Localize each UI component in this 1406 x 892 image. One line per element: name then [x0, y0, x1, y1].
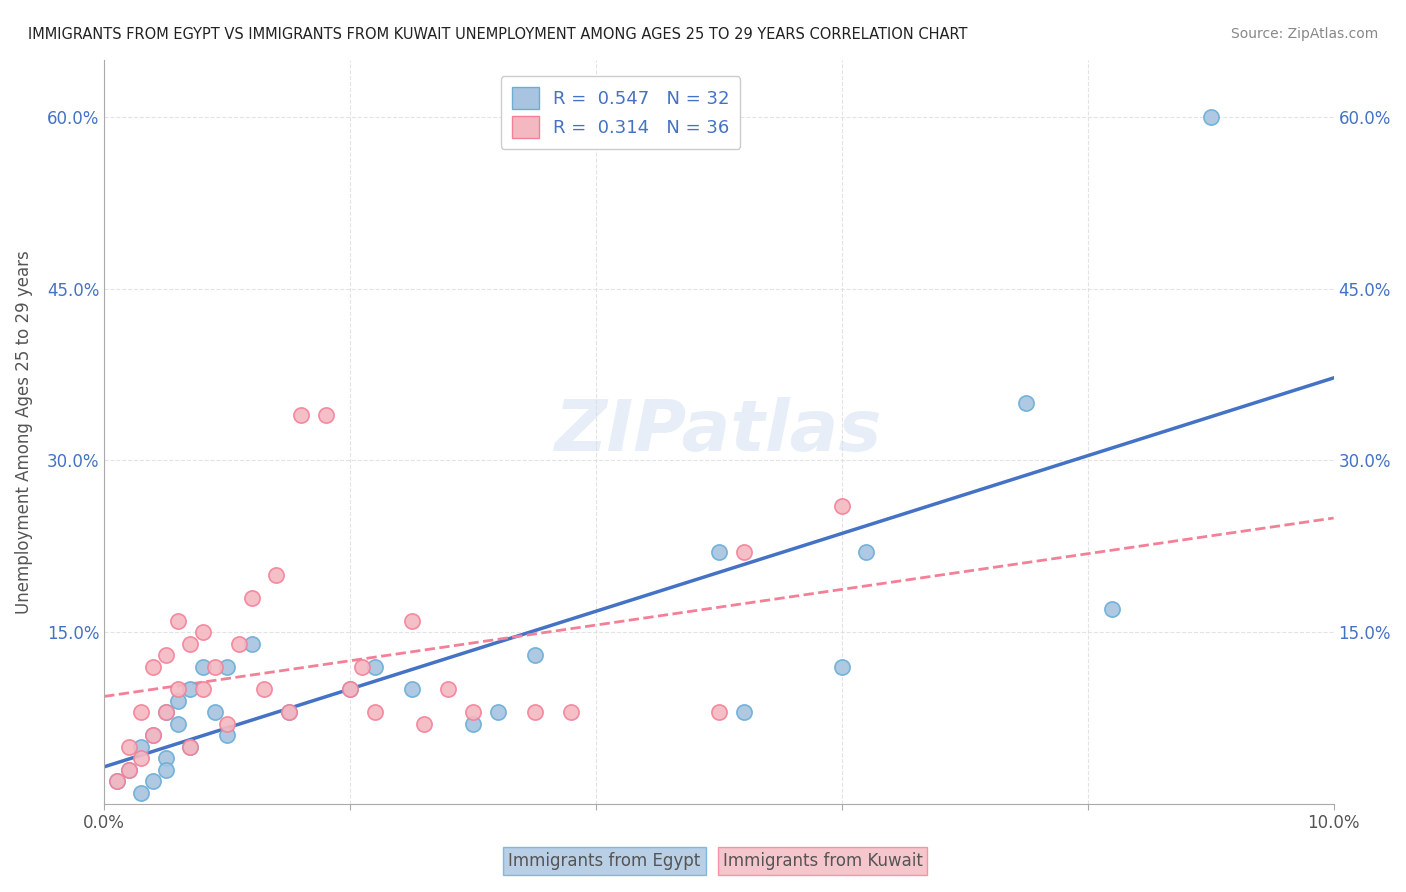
Point [831, 659, 853, 673]
Point [290, 408, 312, 422]
Point [228, 637, 250, 651]
Point [105, 774, 128, 789]
Y-axis label: Unemployment Among Ages 25 to 29 years: Unemployment Among Ages 25 to 29 years [15, 250, 32, 614]
Point [179, 682, 201, 697]
Point [240, 637, 263, 651]
Point [105, 774, 128, 789]
Point [1015, 396, 1038, 410]
Point [486, 706, 509, 720]
Point [240, 591, 263, 605]
Point [733, 545, 755, 559]
Text: Source: ZipAtlas.com: Source: ZipAtlas.com [1230, 27, 1378, 41]
Point [412, 716, 434, 731]
Point [167, 716, 190, 731]
Point [437, 682, 460, 697]
Text: IMMIGRANTS FROM EGYPT VS IMMIGRANTS FROM KUWAIT UNEMPLOYMENT AMONG AGES 25 TO 29: IMMIGRANTS FROM EGYPT VS IMMIGRANTS FROM… [28, 27, 967, 42]
Point [179, 739, 201, 754]
Point [129, 751, 152, 765]
Point [523, 706, 546, 720]
Point [155, 648, 177, 662]
Point [179, 637, 201, 651]
Point [364, 659, 387, 673]
Point [217, 728, 239, 742]
Point [401, 682, 423, 697]
Point [523, 648, 546, 662]
Point [129, 785, 152, 799]
Point [129, 739, 152, 754]
Point [142, 728, 165, 742]
Point [266, 568, 288, 582]
Point [217, 659, 239, 673]
Point [129, 706, 152, 720]
Point [339, 682, 361, 697]
Point [461, 706, 484, 720]
Point [364, 706, 387, 720]
Point [167, 694, 190, 708]
Point [277, 706, 299, 720]
Point [191, 659, 214, 673]
Point [1101, 602, 1123, 616]
Point [155, 706, 177, 720]
Point [339, 682, 361, 697]
Point [142, 728, 165, 742]
Point [118, 739, 141, 754]
Point [155, 706, 177, 720]
Point [118, 763, 141, 777]
Point [707, 545, 730, 559]
Point [277, 706, 299, 720]
Point [707, 706, 730, 720]
Point [855, 545, 877, 559]
Point [191, 625, 214, 640]
Text: Immigrants from Kuwait: Immigrants from Kuwait [723, 852, 922, 870]
Text: Immigrants from Egypt: Immigrants from Egypt [509, 852, 700, 870]
Point [204, 706, 226, 720]
Point [315, 408, 337, 422]
Point [118, 763, 141, 777]
Point [1199, 110, 1222, 124]
Point [191, 682, 214, 697]
Text: ZIPatlas: ZIPatlas [555, 397, 883, 467]
Point [179, 739, 201, 754]
Point [155, 763, 177, 777]
Point [733, 706, 755, 720]
Point [560, 706, 582, 720]
Point [167, 614, 190, 628]
Legend: R =  0.547   N = 32, R =  0.314   N = 36: R = 0.547 N = 32, R = 0.314 N = 36 [501, 76, 741, 149]
Point [831, 500, 853, 514]
Point [204, 659, 226, 673]
Point [352, 659, 374, 673]
Point [167, 682, 190, 697]
Point [401, 614, 423, 628]
Point [142, 774, 165, 789]
Point [461, 716, 484, 731]
Point [155, 751, 177, 765]
Point [217, 716, 239, 731]
Point [253, 682, 276, 697]
Point [142, 659, 165, 673]
